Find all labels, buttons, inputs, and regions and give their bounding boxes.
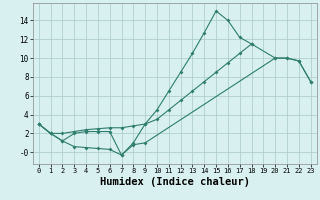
X-axis label: Humidex (Indice chaleur): Humidex (Indice chaleur) bbox=[100, 176, 250, 187]
